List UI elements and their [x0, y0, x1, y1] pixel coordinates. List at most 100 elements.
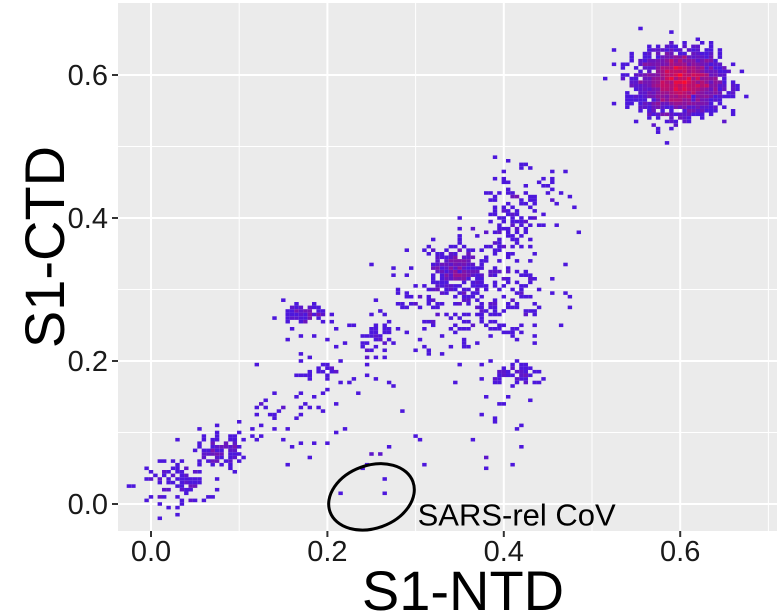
- heatmap-bin: [484, 284, 489, 288]
- heatmap-bin: [514, 427, 520, 431]
- heatmap-bin: [439, 302, 445, 306]
- heatmap-bin: [461, 341, 467, 345]
- heatmap-bin: [444, 284, 449, 288]
- heatmap-bin: [210, 452, 215, 456]
- heatmap-bin: [673, 94, 679, 99]
- heatmap-bin: [695, 37, 701, 42]
- heatmap-bin: [506, 255, 511, 260]
- heatmap-bin: [492, 198, 498, 202]
- heatmap-bin: [620, 73, 626, 77]
- heatmap-bin: [510, 216, 515, 220]
- heatmap-bin: [479, 262, 484, 267]
- heatmap-bin: [501, 323, 507, 328]
- heatmap-bin: [651, 101, 656, 106]
- heatmap-bin: [479, 294, 484, 299]
- heatmap-bin: [400, 409, 405, 413]
- heatmap-bin: [642, 87, 648, 92]
- heatmap-bin: [453, 302, 458, 306]
- heatmap-bin: [686, 80, 692, 84]
- heatmap-bin: [700, 66, 705, 70]
- heatmap-bin: [431, 323, 436, 328]
- heatmap-bin: [338, 491, 343, 496]
- heatmap-bin: [695, 51, 701, 56]
- heatmap-bin: [629, 83, 634, 88]
- heatmap-bin: [691, 101, 696, 106]
- heatmap-bin: [567, 194, 573, 199]
- heatmap-bin: [629, 58, 634, 63]
- heatmap-bin: [237, 445, 242, 449]
- heatmap-bin: [373, 355, 379, 360]
- heatmap-bin: [488, 359, 493, 363]
- heatmap-bin: [708, 73, 714, 77]
- heatmap-bin: [647, 105, 652, 109]
- heatmap-bin: [704, 62, 709, 67]
- heatmap-bin: [638, 69, 643, 74]
- heatmap-bin: [545, 184, 551, 188]
- heatmap-bin: [457, 262, 462, 267]
- heatmap-bin: [289, 309, 295, 313]
- heatmap-bin: [386, 330, 392, 335]
- heatmap-bin: [197, 470, 202, 474]
- heatmap-bin: [492, 209, 498, 213]
- heatmap-bin: [369, 312, 374, 317]
- heatmap-bin: [651, 94, 656, 99]
- heatmap-bin: [444, 248, 449, 252]
- heatmap-bin: [695, 44, 701, 49]
- heatmap-bin: [479, 302, 484, 306]
- heatmap-bin: [523, 230, 529, 235]
- heatmap-bin: [439, 334, 445, 338]
- heatmap-bin: [655, 83, 661, 88]
- heatmap-bin: [144, 498, 149, 503]
- heatmap-bin: [312, 395, 317, 399]
- heatmap-bin: [382, 312, 387, 317]
- heatmap-bin: [466, 255, 471, 260]
- heatmap-bin: [444, 262, 449, 267]
- heatmap-bin: [682, 87, 687, 92]
- heatmap-bin: [682, 101, 687, 106]
- heatmap-bin: [484, 455, 489, 460]
- heatmap-bin: [157, 480, 163, 485]
- heatmap-bin: [558, 191, 564, 195]
- heatmap-bin: [651, 76, 656, 81]
- heatmap-bin: [730, 91, 736, 95]
- heatmap-bin: [298, 316, 304, 320]
- heatmap-bin: [700, 55, 705, 59]
- heatmap-bin: [254, 362, 260, 367]
- heatmap-bin: [682, 112, 687, 117]
- heatmap-bin: [550, 176, 555, 181]
- heatmap-bin: [510, 366, 515, 370]
- heatmap-bin: [453, 287, 458, 292]
- heatmap-bin: [492, 298, 498, 302]
- heatmap-bin: [647, 44, 652, 49]
- heatmap-bin: [197, 477, 202, 481]
- heatmap-bin: [413, 348, 418, 353]
- heatmap-bin: [704, 98, 709, 102]
- heatmap-bin: [655, 69, 661, 74]
- heatmap-bin: [417, 305, 423, 310]
- heatmap-bin: [523, 201, 529, 206]
- heatmap-bin: [536, 180, 542, 185]
- heatmap-bin: [484, 395, 489, 399]
- heatmap-bin: [536, 369, 542, 374]
- heatmap-bin: [638, 101, 643, 106]
- heatmap-bin: [695, 55, 701, 59]
- heatmap-bin: [395, 302, 401, 306]
- heatmap-bin: [567, 305, 573, 310]
- heatmap-bin: [669, 116, 674, 120]
- heatmap-bin: [700, 83, 705, 88]
- heatmap-bin: [422, 462, 427, 467]
- heatmap-bin: [519, 216, 524, 220]
- heatmap-bin: [179, 484, 185, 488]
- heatmap-bin: [700, 94, 705, 99]
- heatmap-bin: [272, 416, 277, 420]
- heatmap-bin: [717, 66, 723, 70]
- heatmap-bin: [435, 312, 440, 317]
- heatmap-bin: [708, 80, 714, 84]
- heatmap-bin: [307, 405, 313, 410]
- heatmap-bin: [250, 434, 255, 438]
- heatmap-bin: [175, 466, 180, 471]
- heatmap-bin: [660, 58, 665, 63]
- heatmap-bin: [272, 427, 277, 431]
- heatmap-bin: [532, 198, 537, 202]
- heatmap-bin: [519, 323, 524, 328]
